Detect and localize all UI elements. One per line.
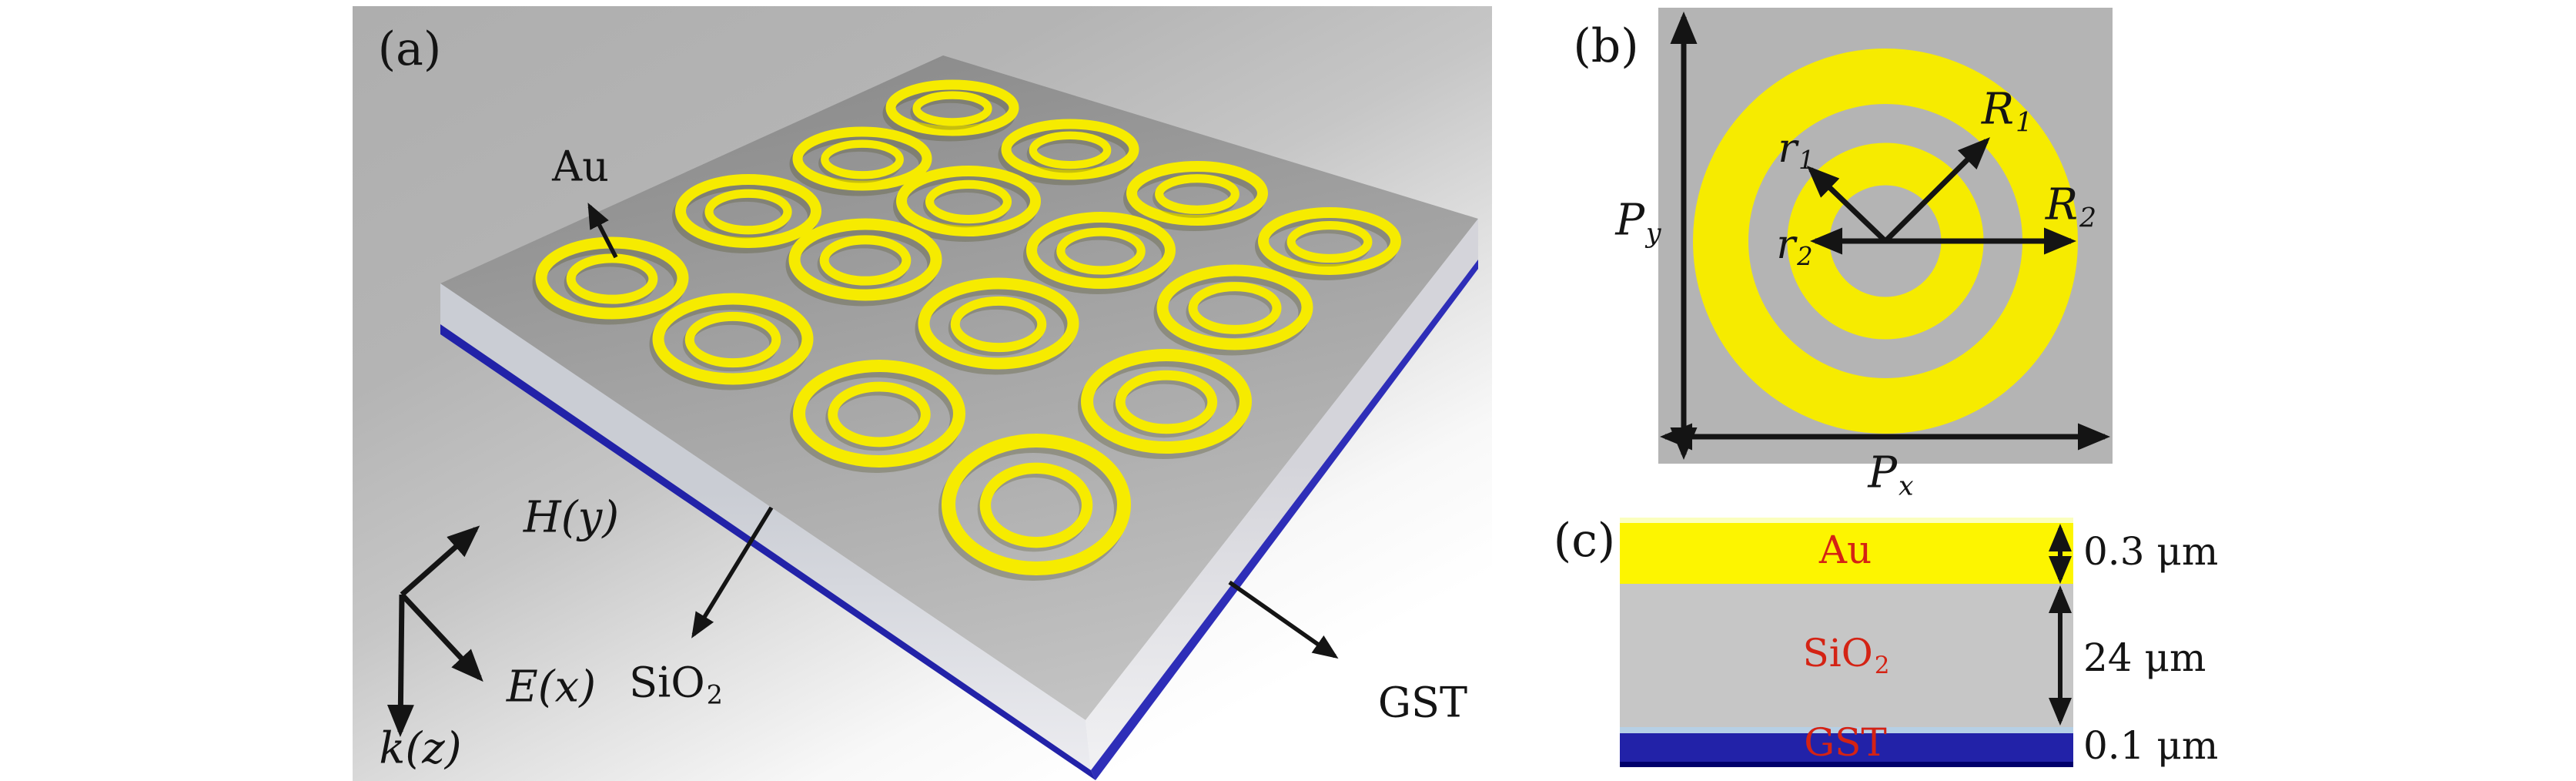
gold-ring-inner — [950, 296, 1047, 353]
gold-ring-outer — [792, 126, 932, 191]
k-axis-label: k(z) — [379, 723, 462, 774]
gst-layer-label-base: GST — [1804, 720, 1887, 765]
gold-ring-outer — [1001, 119, 1139, 180]
r2-base: r — [1776, 222, 1796, 268]
e-axis-arrow — [400, 592, 483, 682]
h-axis-label: H(y) — [523, 492, 620, 543]
slab-side-right — [1086, 219, 1478, 770]
au-layer-highlight — [1620, 518, 2073, 523]
gold-ring-inner — [684, 311, 781, 368]
sio2-layer-label-sub: 2 — [1874, 651, 1890, 679]
gold-ring-inner — [821, 139, 904, 179]
gst-layer-bottom — [1620, 762, 2073, 767]
gold-ring-inner — [979, 462, 1093, 548]
au-annotation-arrow — [587, 203, 618, 259]
r1-radius-arrow — [1806, 166, 1888, 243]
gold-ring-outer — [1026, 212, 1176, 289]
gold-ring-inner — [819, 235, 912, 286]
gst-layer-label: GST — [1804, 720, 1889, 765]
gold-ring-inner — [1056, 227, 1146, 275]
h-axis-arrow — [400, 525, 480, 597]
e-axis-label: E(x) — [506, 662, 597, 712]
gold-ring-outer — [918, 277, 1079, 370]
panel-a-label: (a) — [377, 22, 442, 76]
gold-ring-outer — [1156, 264, 1313, 350]
au-layer — [1620, 518, 2073, 584]
R2-base: R — [2045, 179, 2079, 230]
gold-ring-outer — [535, 236, 689, 320]
panel-c-label: (c) — [1553, 514, 1616, 568]
gst-thickness-value: 0.1 μm — [2083, 723, 2219, 768]
gst-layer — [1620, 733, 2073, 762]
gst-edge-right — [1091, 260, 1478, 780]
sio2-thickness-value: 24 μm — [2083, 635, 2206, 680]
gold-ring-inner — [1115, 370, 1218, 434]
gst-edge-left — [440, 324, 1096, 780]
panel-b-label: (b) — [1573, 19, 1639, 73]
R2-sub: 2 — [2079, 203, 2097, 234]
buffer-line — [1620, 727, 2073, 733]
gold-ring-inner — [1188, 282, 1282, 334]
px-sub: x — [1899, 471, 1914, 502]
sio2-layer-label: SiO2 — [1802, 631, 1890, 679]
sio2-label-sub: 2 — [706, 679, 723, 710]
gold-ring-outer — [942, 434, 1131, 575]
au-layer-label-base: Au — [1818, 528, 1872, 572]
gold-ring-outer — [652, 293, 814, 385]
slab-side-left — [440, 283, 1091, 770]
R1-sub: 1 — [2016, 107, 2033, 139]
k-axis-arrow — [386, 594, 414, 737]
sio2-annotation-arrow — [691, 506, 774, 639]
sio2-label-base: SiO — [629, 658, 705, 707]
au-label: Au — [552, 142, 609, 191]
gold-ring-inner — [566, 253, 658, 304]
py-sub: y — [1646, 218, 1661, 250]
au-thickness-value: 0.3 μm — [2083, 529, 2219, 574]
gold-ring-array — [532, 79, 1401, 581]
R1-radius-arrow — [1883, 137, 1990, 243]
sio2-layer — [1620, 584, 2073, 727]
px-base: P — [1868, 447, 1898, 498]
gold-ring-outer — [1258, 207, 1401, 275]
sio2-label: SiO2 — [629, 658, 723, 710]
r1-base: r — [1778, 126, 1798, 172]
gst-annotation-arrow — [1228, 580, 1339, 659]
R2-label: R2 — [2045, 179, 2097, 234]
gst-label: GST — [1377, 678, 1468, 727]
gold-ring-inner — [925, 179, 1012, 224]
sio2-layer-label-base: SiO — [1802, 631, 1873, 675]
gold-ring-inner — [704, 189, 792, 235]
gold-ring-inner — [1029, 131, 1112, 169]
gold-ring-inner — [912, 91, 992, 126]
gold-ring-outer — [675, 174, 821, 248]
gold-ring-outer — [1081, 349, 1252, 454]
R1-base: R — [1981, 84, 2015, 135]
py-label: Py — [1615, 195, 1661, 250]
gold-ring-inner — [1155, 174, 1239, 214]
px-label: Px — [1868, 447, 1914, 502]
gold-ring-outer — [793, 360, 965, 468]
gold-ring-inner — [828, 381, 931, 447]
gold-ring-inner — [1286, 220, 1373, 263]
py-base: P — [1615, 195, 1645, 246]
au-layer-label: Au — [1819, 528, 1873, 572]
gold-ring-outer — [885, 79, 1019, 136]
gold-ring-outer — [896, 166, 1041, 236]
r1-label: r1 — [1778, 126, 1815, 176]
R1-label: R1 — [1981, 84, 2033, 139]
gold-ring-outer — [788, 218, 942, 301]
r2-label: r2 — [1776, 222, 1813, 272]
gold-ring-outer — [1126, 161, 1268, 226]
r1-sub: 1 — [1798, 146, 1815, 176]
r2-sub: 2 — [1797, 242, 1813, 272]
